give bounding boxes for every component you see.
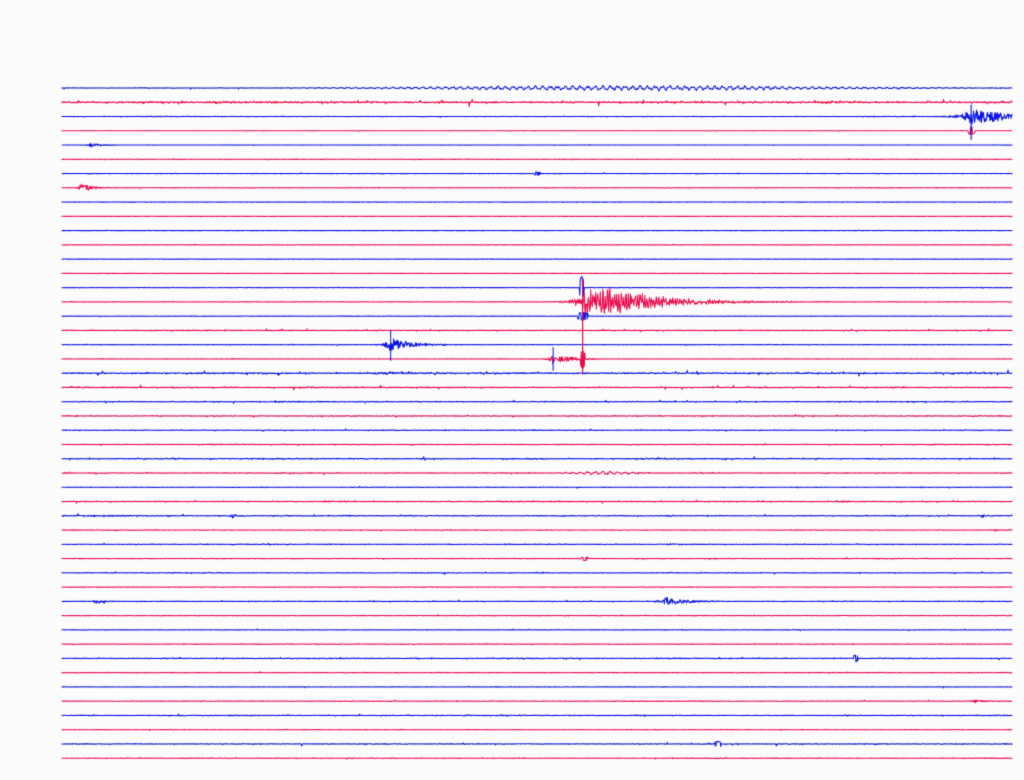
helicorder-plot: 1Y Eleochori, Euboea Isl. Applied filter… bbox=[0, 0, 1024, 780]
seismogram-trace-canvas bbox=[0, 0, 1024, 780]
